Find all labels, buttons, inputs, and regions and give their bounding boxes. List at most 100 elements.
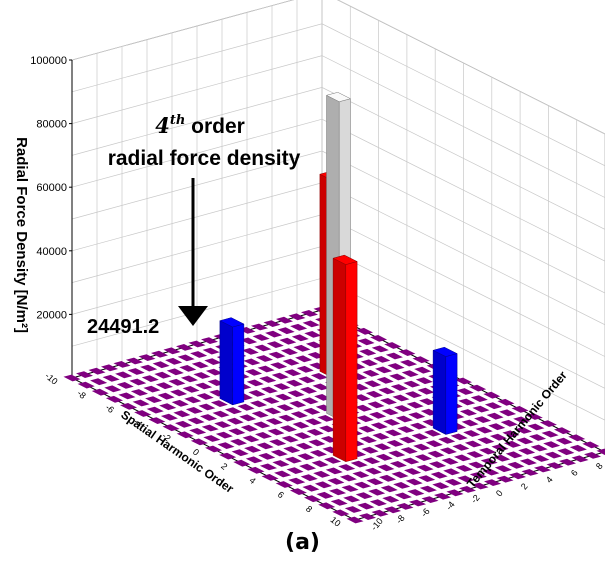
floor-cell — [233, 459, 251, 467]
floor-cell — [284, 456, 302, 464]
floor-cell — [201, 424, 219, 432]
floor-cell — [400, 447, 418, 454]
floor-cell — [282, 358, 300, 366]
floor-cell — [195, 382, 213, 390]
floor-cell — [201, 337, 218, 344]
floor-cell — [276, 404, 294, 411]
floor-cell — [530, 444, 548, 452]
floor-cell — [132, 399, 150, 407]
floor-cell — [256, 442, 274, 450]
floor-cell — [306, 428, 324, 436]
x-tick-label: 6 — [276, 489, 286, 500]
floor-cell — [488, 423, 506, 431]
floor-cell — [305, 418, 322, 426]
floor-cell — [455, 377, 472, 385]
floor-cell — [361, 446, 379, 454]
floor-cell — [228, 428, 246, 436]
floor-cell — [480, 458, 498, 465]
floor-cell — [418, 475, 436, 482]
floor-cell — [311, 460, 329, 468]
wall-gridline — [71, 118, 605, 262]
floor-cell — [419, 398, 437, 406]
y-tick-label: 6 — [569, 468, 580, 478]
floor-cell — [366, 478, 384, 486]
floor-cell — [455, 465, 473, 472]
floor-cell — [270, 362, 288, 369]
floor-cell — [200, 414, 218, 421]
floor-cell — [392, 394, 410, 402]
floor-cell — [198, 403, 216, 411]
floor-cell — [377, 464, 395, 472]
floor-cell — [395, 415, 413, 423]
floor-cell — [389, 461, 407, 468]
floor-cell — [285, 379, 303, 387]
floor-cell — [424, 429, 442, 437]
y-tick-label: 4 — [544, 475, 555, 485]
floor-cell — [450, 433, 468, 441]
floor-cell — [280, 348, 298, 356]
z-tick-label: 60000 — [36, 182, 67, 194]
floor-cell — [175, 420, 193, 428]
z-tick-label: 40000 — [36, 246, 67, 258]
floor-cell — [332, 509, 350, 517]
floor-cell — [255, 355, 273, 362]
floor-cell — [407, 489, 425, 496]
floor-cell — [516, 437, 534, 445]
x-tick-label: -10 — [43, 371, 59, 387]
floor-cell — [134, 410, 152, 417]
wall-gridline — [71, 87, 605, 230]
floor-cell — [165, 357, 183, 365]
annotation-order-superscript: th — [170, 113, 185, 128]
floor-cell — [283, 446, 301, 453]
floor-cell — [217, 442, 235, 449]
floor-cell — [491, 444, 509, 452]
floor-cell — [289, 400, 307, 408]
floor-cell — [466, 451, 484, 458]
floor-cell — [404, 468, 422, 475]
floor-cell — [246, 379, 264, 387]
floor-cell — [329, 488, 347, 496]
floor-cell — [405, 478, 423, 486]
floor-cell — [271, 372, 289, 380]
wall-gridline — [71, 150, 605, 294]
floor-cell — [365, 390, 383, 398]
floor-cell — [265, 330, 283, 338]
floor-cell — [416, 464, 434, 472]
floor-cell — [293, 344, 311, 352]
floor-cell — [324, 457, 342, 464]
floor-cell — [63, 374, 81, 382]
floor-cell — [295, 442, 313, 450]
floor-cell — [289, 488, 307, 495]
floor-cell — [259, 376, 277, 383]
floor-cell — [559, 458, 576, 466]
floor-cell — [359, 436, 377, 444]
floor-cell — [469, 472, 487, 479]
floor-cell — [205, 445, 222, 453]
floor-cell — [457, 475, 475, 483]
y-tick-label: -8 — [394, 513, 407, 526]
y-tick-label: -2 — [469, 493, 482, 506]
floor-cell — [304, 331, 322, 338]
floor-cell — [359, 348, 377, 356]
floor-cell — [596, 448, 605, 456]
floor-cell — [452, 444, 470, 451]
floor-cell — [390, 384, 408, 391]
floor-cell — [546, 462, 564, 469]
annotation-line2: radial force density — [108, 147, 301, 170]
floor-cell — [504, 440, 522, 448]
floor-cell — [543, 441, 561, 448]
floor-cell — [544, 451, 562, 459]
floor-cell — [554, 427, 572, 435]
floor-cell — [362, 369, 380, 377]
bar-top — [219, 317, 245, 328]
floor-cell — [494, 465, 512, 473]
bar-top — [332, 254, 358, 265]
floor-cell — [116, 382, 134, 389]
floor-cell — [275, 393, 293, 401]
floor-cell — [231, 449, 249, 457]
x-tick-label: -8 — [75, 388, 88, 401]
floor-cell — [385, 352, 403, 360]
floor-cell — [370, 335, 388, 342]
floor-cell — [277, 327, 295, 335]
